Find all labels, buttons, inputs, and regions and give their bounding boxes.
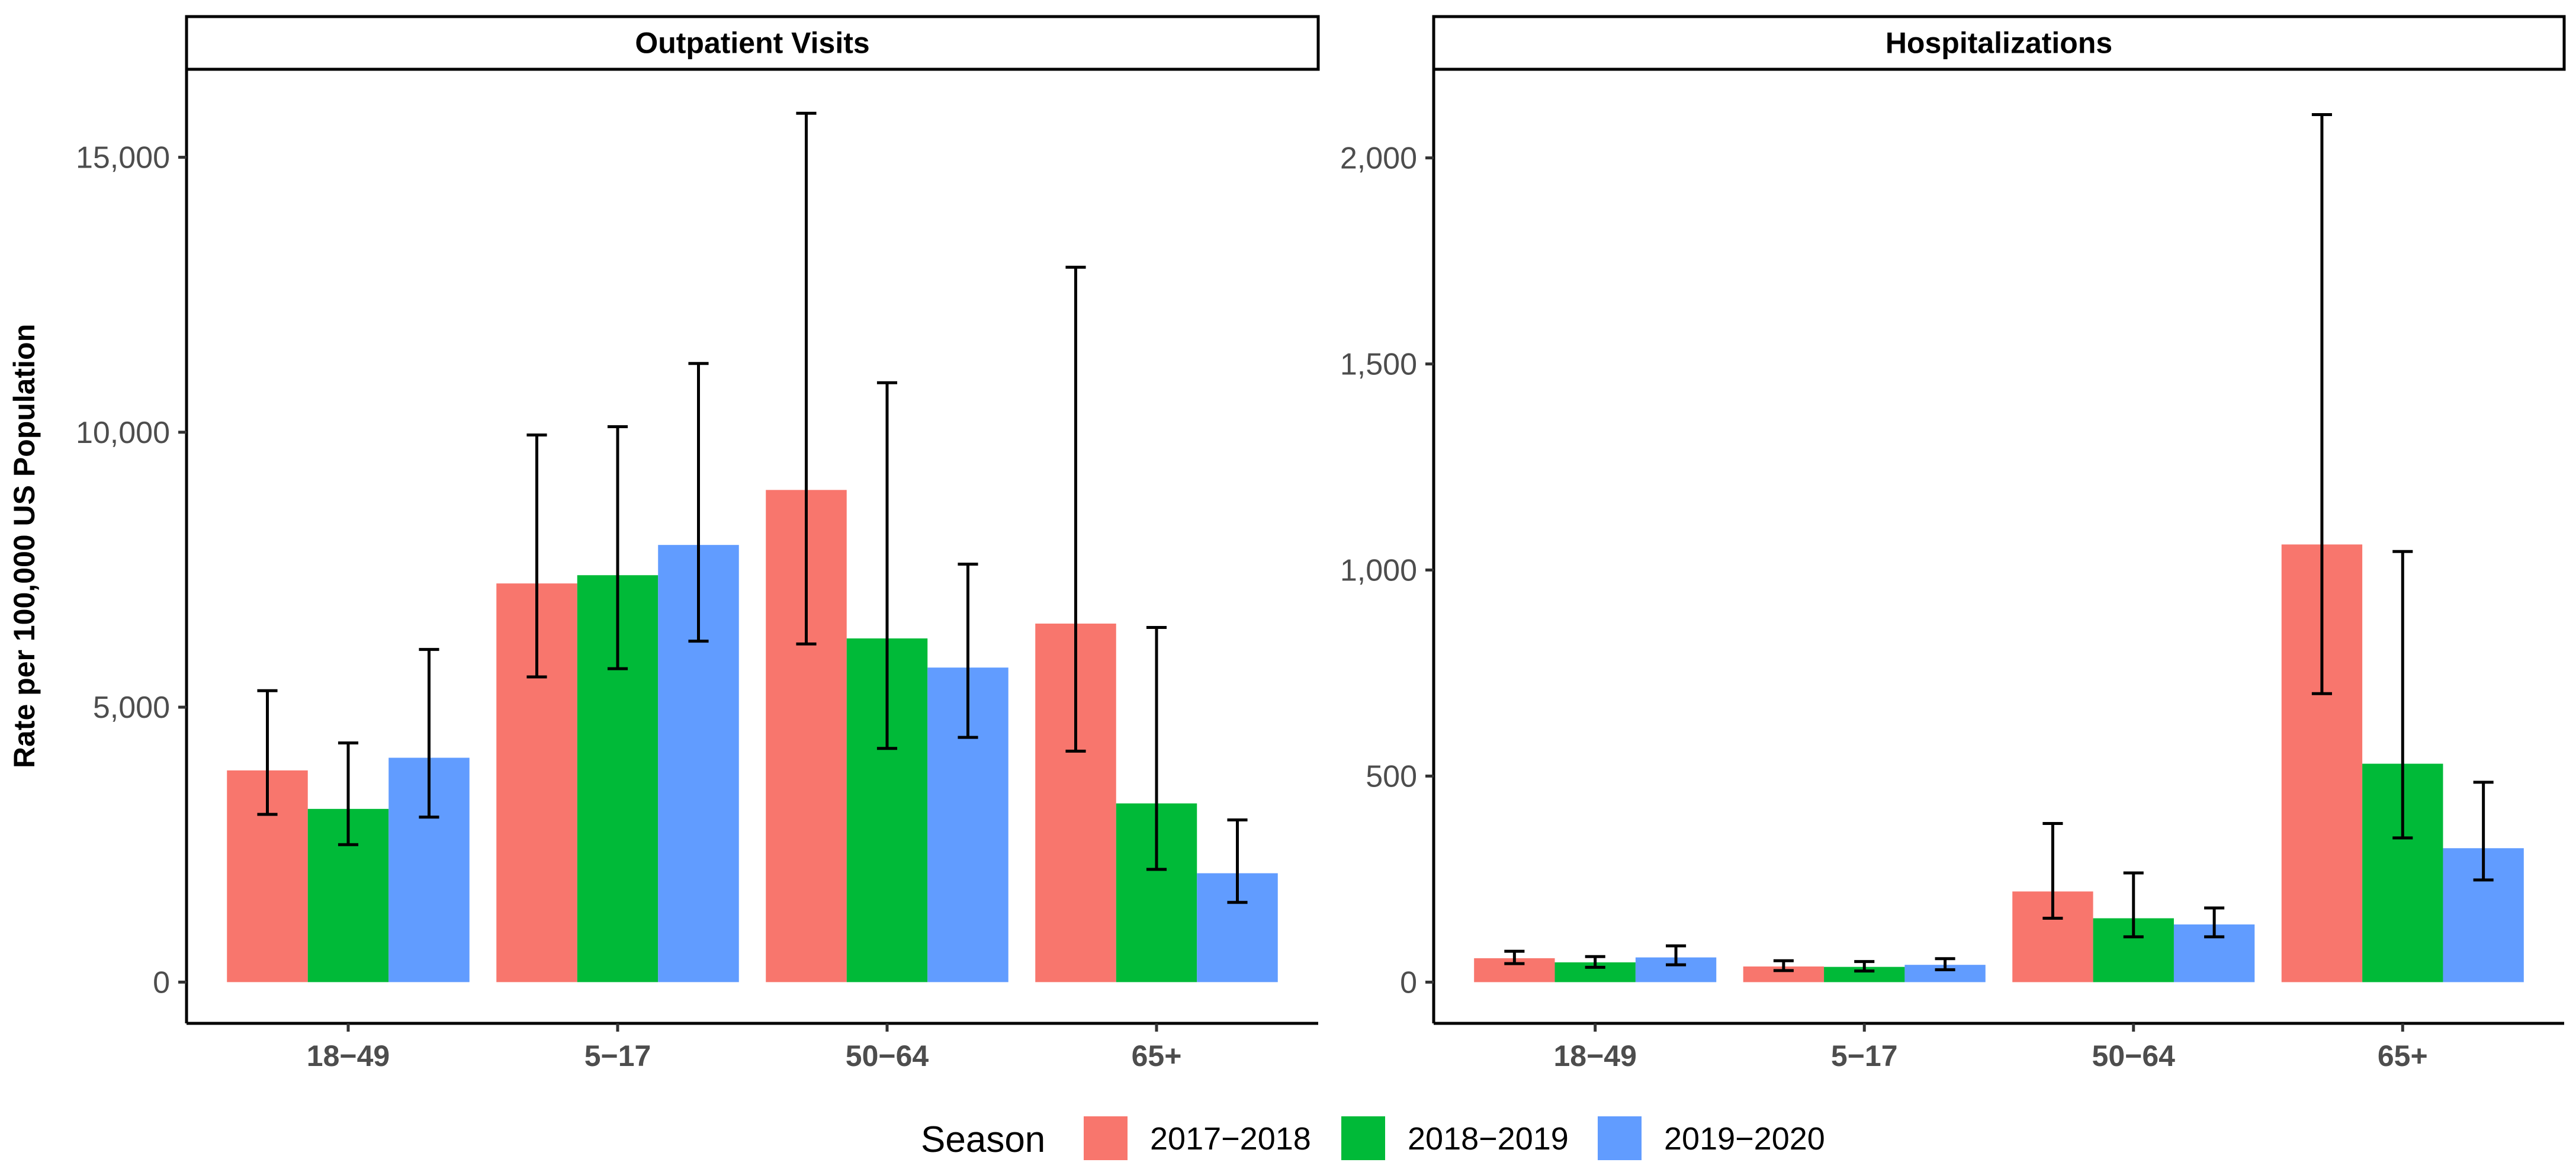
legend-key — [1084, 1116, 1128, 1160]
y-tick-label: 0 — [153, 965, 170, 1000]
legend-label: 2018−2019 — [1408, 1121, 1569, 1157]
x-tick-label: 65+ — [2378, 1039, 2428, 1073]
legend-label: 2017−2018 — [1150, 1121, 1311, 1157]
legend-title: Season — [921, 1119, 1045, 1160]
x-tick-label: 5−17 — [584, 1039, 651, 1073]
strip-box — [185, 15, 1320, 71]
x-tick-label: 5−17 — [1831, 1039, 1898, 1073]
panel-title: Outpatient Visits — [635, 27, 869, 60]
y-tick-label: 0 — [1400, 965, 1417, 1000]
x-tick-label: 18−49 — [307, 1039, 390, 1073]
y-tick-label: 1,000 — [1340, 554, 1417, 588]
y-axis-label: Rate per 100,000 US Population — [8, 324, 41, 768]
y-tick-label: 10,000 — [76, 416, 170, 450]
strip-box — [1432, 15, 2566, 71]
x-tick-label: 18−49 — [1553, 1039, 1636, 1073]
panel-outpatient-visits: Outpatient Visits 0 5,000 10,000 15,000 18−49… — [76, 15, 1320, 1073]
x-tick-label: 65+ — [1132, 1039, 1182, 1073]
y-tick-label: 15,000 — [76, 141, 170, 175]
y-tick-label: 1,500 — [1340, 348, 1417, 382]
legend-key — [1341, 1116, 1385, 1160]
x-tick-label: 50−64 — [2092, 1039, 2176, 1073]
y-tick-label: 2,000 — [1340, 142, 1417, 176]
legend: Season 2017−2018 2018−2019 2019−2020 — [921, 1116, 1825, 1160]
y-tick-label: 500 — [1366, 759, 1417, 794]
y-tick-label: 5,000 — [93, 691, 170, 725]
legend-key — [1598, 1116, 1642, 1160]
panel-title: Hospitalizations — [1886, 27, 2112, 60]
legend-label: 2019−2020 — [1664, 1121, 1825, 1157]
x-tick-label: 50−64 — [846, 1039, 929, 1073]
panel-hospitalizations: Hospitalizations 0 500 1,000 1,500 2,000 18−49… — [1340, 15, 2566, 1073]
